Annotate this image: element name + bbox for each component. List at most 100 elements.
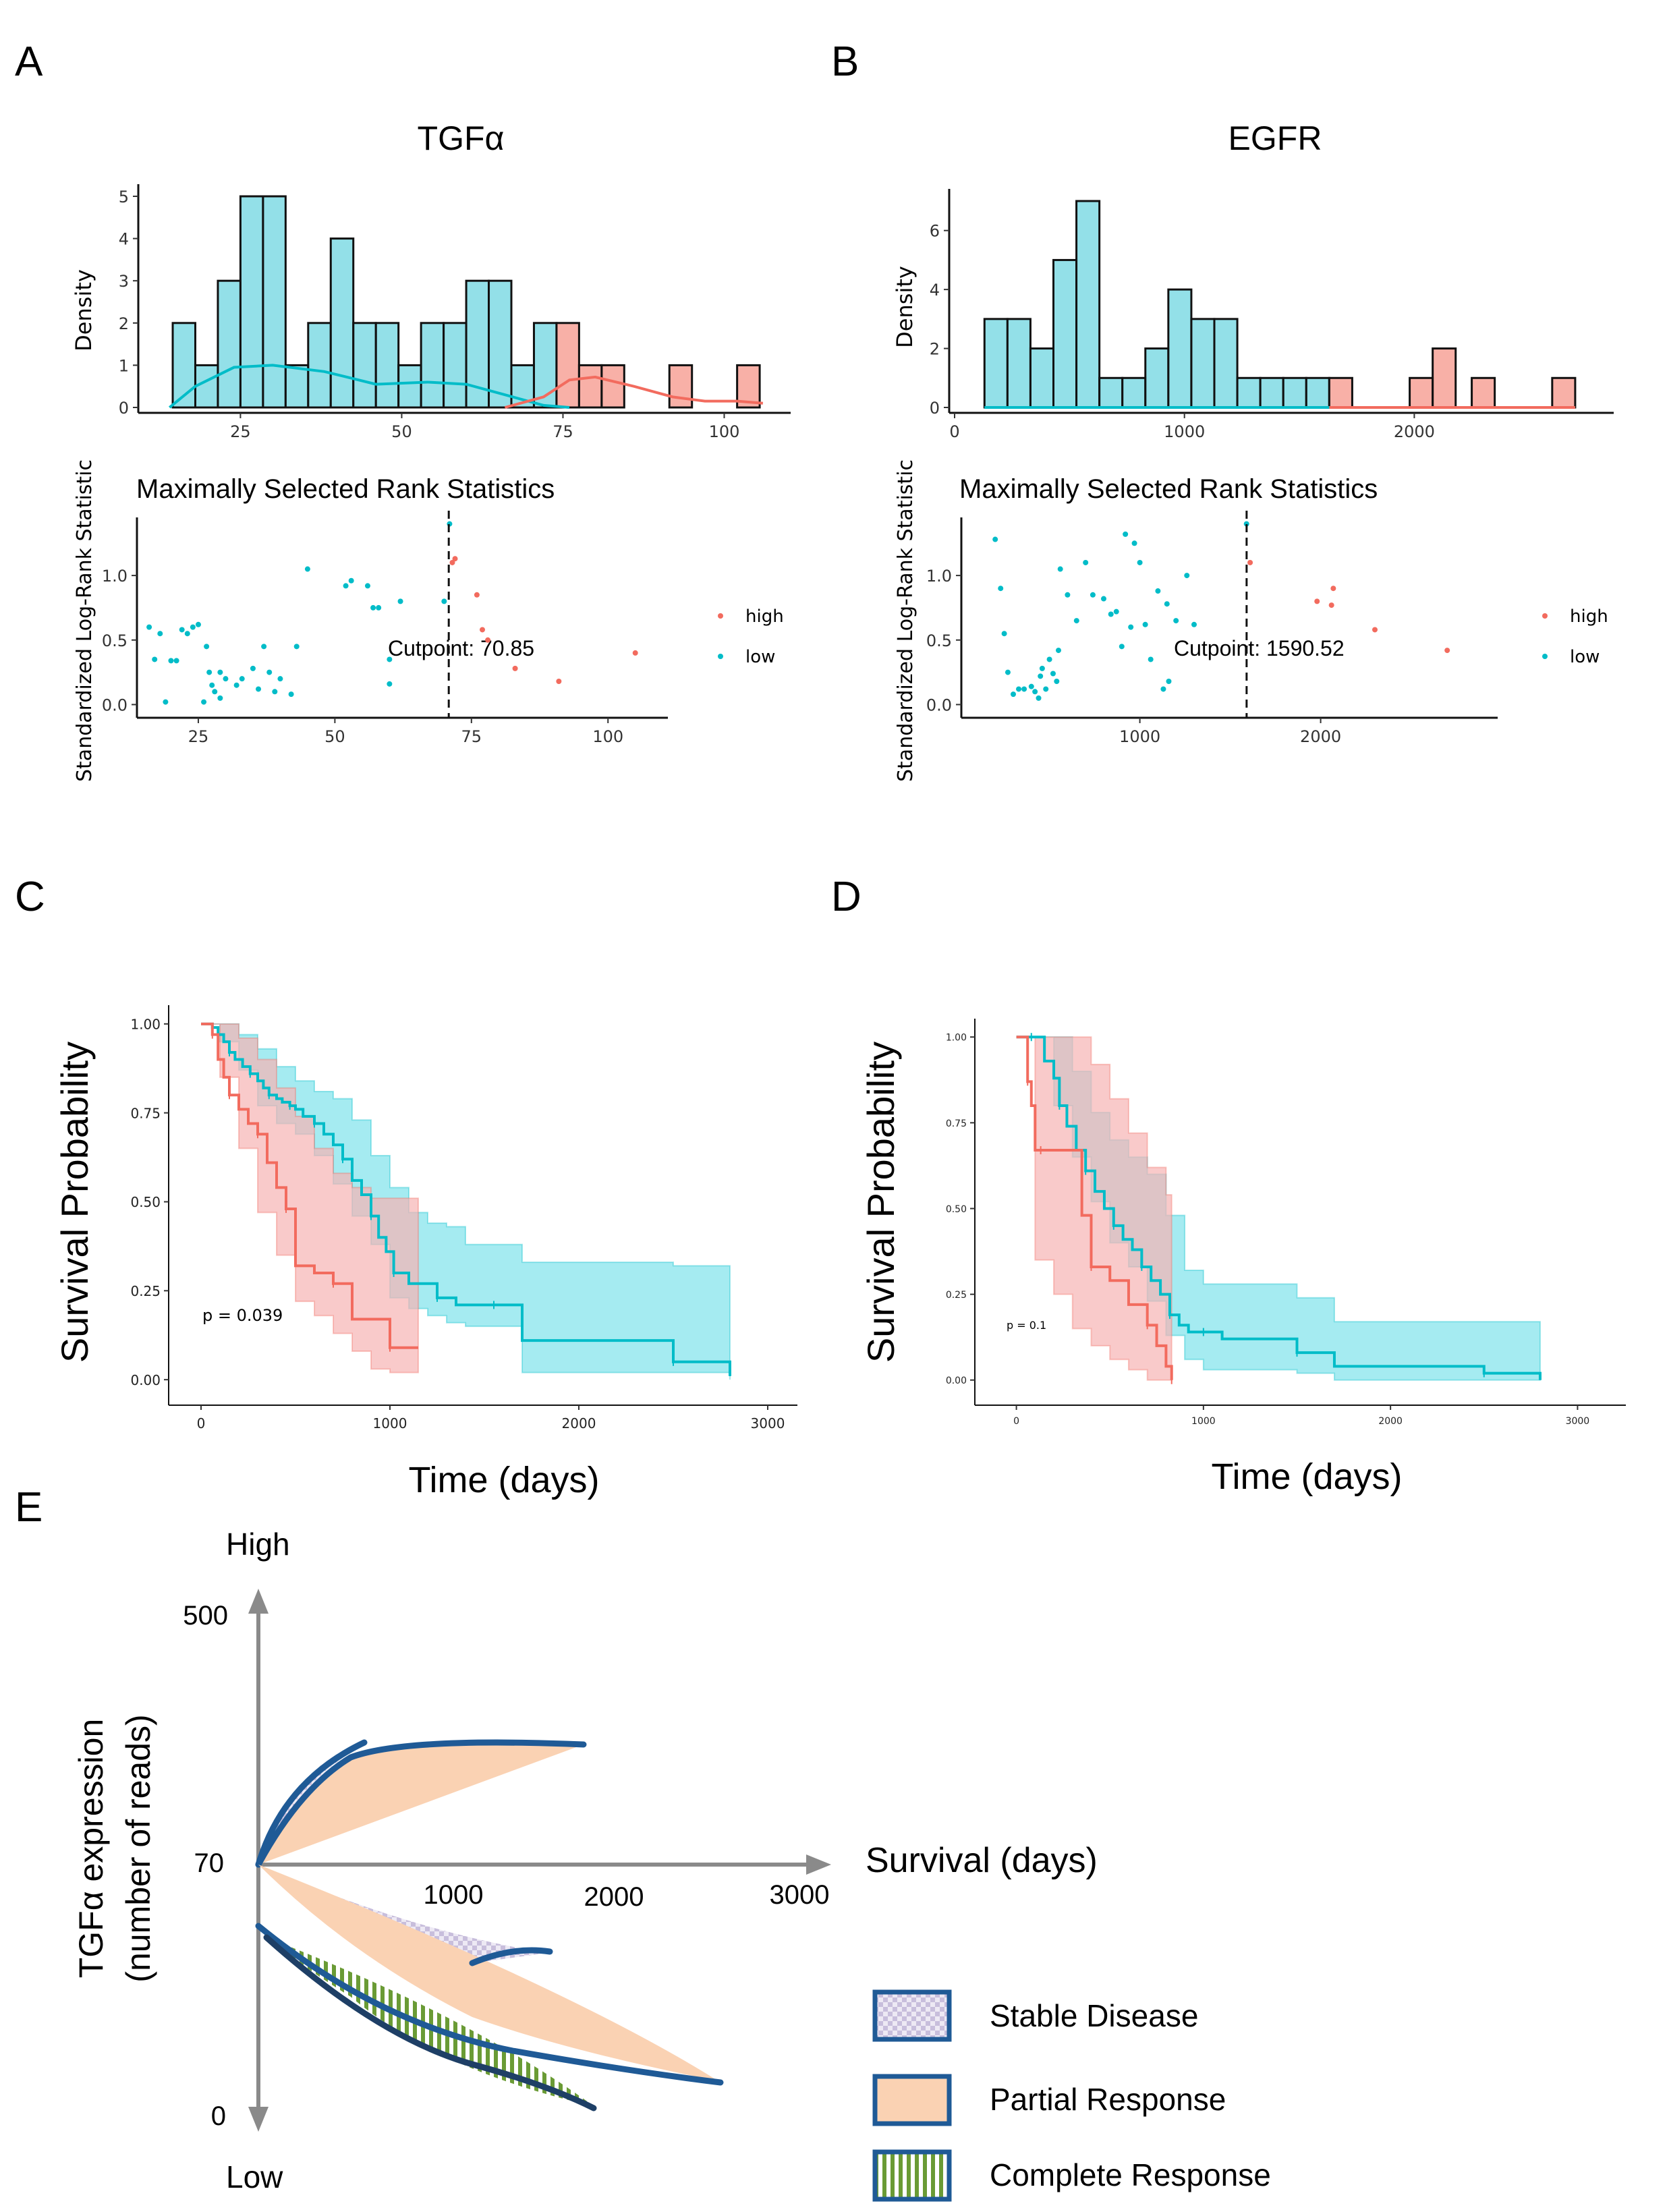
histogram-bar-low xyxy=(1282,376,1307,409)
histogram-bar-low xyxy=(284,364,310,409)
y-tick-label: 6 xyxy=(930,222,940,241)
point-low xyxy=(1142,621,1148,627)
histogram-bar-high xyxy=(600,364,625,409)
point-low xyxy=(387,681,393,687)
histogram-bar-high xyxy=(1328,376,1353,409)
y-axis-label: Survival Probability xyxy=(53,1042,96,1363)
legend-low-marker xyxy=(1542,654,1548,659)
x-tick-label: 0 xyxy=(949,422,959,441)
histogram-bar-low xyxy=(194,364,219,409)
panel-label-b: B xyxy=(831,38,859,85)
point-low xyxy=(266,669,273,675)
histogram-bar-low xyxy=(1029,347,1055,409)
histogram-bar-low xyxy=(420,322,445,409)
x-tick-label: 0 xyxy=(197,1415,206,1431)
x-tick-label: 2000 xyxy=(1300,727,1341,746)
histogram-tgfa: TGFα Density 0 1 2 3 4 5 25 50 75 100 xyxy=(71,119,791,441)
survival-line-low xyxy=(1016,1036,1542,1380)
point-high xyxy=(1372,627,1378,633)
histogram-bar-low xyxy=(1075,200,1101,409)
x-tick-label: 75 xyxy=(461,727,482,746)
point-low xyxy=(293,644,300,650)
point-low xyxy=(992,536,998,542)
density-curve-low xyxy=(168,364,570,409)
x-tick-label: 75 xyxy=(553,422,573,441)
point-low xyxy=(1001,631,1007,637)
y-tick-label: 0 xyxy=(119,399,129,418)
x-tick-2000: 2000 xyxy=(584,1882,644,1912)
y-tick-label: 0.50 xyxy=(946,1204,967,1215)
point-low xyxy=(163,699,169,705)
legend-complete-label: Complete Response xyxy=(990,2157,1271,2192)
point-low xyxy=(173,658,179,664)
legend-high: high xyxy=(745,606,784,627)
point-low xyxy=(239,676,245,682)
histogram-bar-high xyxy=(1409,376,1434,409)
survival-line-high xyxy=(201,1022,418,1349)
y-tick-label: 4 xyxy=(930,281,940,300)
point-low xyxy=(250,665,256,671)
x-tick-label: 2000 xyxy=(562,1415,596,1431)
point-low xyxy=(1148,656,1154,662)
point-low xyxy=(212,689,218,695)
p-value: p = 0.1 xyxy=(1007,1319,1046,1332)
y-axis-label: Survival Probability xyxy=(859,1042,902,1363)
point-high xyxy=(485,637,491,643)
legend-high-marker xyxy=(1542,613,1548,619)
histogram-bar-low xyxy=(1121,376,1147,409)
histogram-bar-high xyxy=(1471,376,1496,409)
point-low xyxy=(370,604,376,611)
point-low xyxy=(1090,592,1096,598)
point-low xyxy=(1065,592,1071,598)
complete-response-region xyxy=(266,1937,594,2106)
lower-curve-complete xyxy=(263,1934,597,2111)
point-low xyxy=(1021,686,1027,692)
point-high xyxy=(1328,602,1334,608)
point-low xyxy=(195,621,201,627)
point-low xyxy=(179,627,185,633)
point-low xyxy=(261,644,267,650)
point-low xyxy=(1043,686,1049,692)
histogram-bar-low xyxy=(1236,376,1262,409)
point-low xyxy=(1123,531,1129,537)
y-tick-label: 1 xyxy=(119,356,129,375)
y-tick-label: 0.75 xyxy=(946,1118,967,1129)
chart-title: Maximally Selected Rank Statistics xyxy=(136,474,555,504)
histogram-bar-low xyxy=(239,195,264,409)
y-tick-label: 0.25 xyxy=(946,1290,967,1301)
lower-curve-short xyxy=(469,1947,553,1966)
point-low xyxy=(1137,559,1143,565)
histogram-bar-low xyxy=(1098,376,1124,409)
histogram-bar-low xyxy=(397,364,422,409)
point-low xyxy=(146,624,152,630)
y-tick-label: 0.5 xyxy=(926,631,952,650)
x-tick-label: 1000 xyxy=(1191,1416,1216,1427)
x-tick-label: 100 xyxy=(592,727,623,746)
point-low xyxy=(1005,669,1011,675)
x-axis-label: Time (days) xyxy=(408,1460,599,1500)
cutpoint-label: Cutpoint: 1590.52 xyxy=(1174,636,1345,660)
x-tick-label: 1000 xyxy=(1119,727,1160,746)
histogram-bar-low xyxy=(1190,318,1216,409)
panel-label-c: C xyxy=(15,874,45,920)
y-high-label: High xyxy=(226,1527,290,1562)
point-high xyxy=(512,665,518,671)
y-arrow-up-icon xyxy=(248,1589,269,1614)
point-low xyxy=(1166,678,1172,684)
histogram-bar-high xyxy=(555,322,580,409)
histogram-egfr: EGFR Density 0 2 4 6 0 1000 2000 xyxy=(892,119,1614,441)
point-high xyxy=(480,627,485,633)
histogram-bar-low xyxy=(1259,376,1284,409)
legend-complete-swatch xyxy=(872,2149,952,2202)
point-low xyxy=(157,631,163,637)
survival-curve-tgfa: Survival Probability Time (days) p = 0.0… xyxy=(53,1005,797,1500)
point-low xyxy=(217,695,223,701)
point-low xyxy=(1016,686,1022,692)
legend-stable-swatch xyxy=(872,1989,952,2042)
point-low xyxy=(1036,695,1042,701)
stable-disease-lower-region xyxy=(258,1865,546,1963)
x-tick-label: 25 xyxy=(230,422,251,441)
x-tick-label: 2000 xyxy=(1378,1416,1403,1427)
point-low xyxy=(1056,648,1061,654)
y-low-label: Low xyxy=(226,2159,283,2194)
